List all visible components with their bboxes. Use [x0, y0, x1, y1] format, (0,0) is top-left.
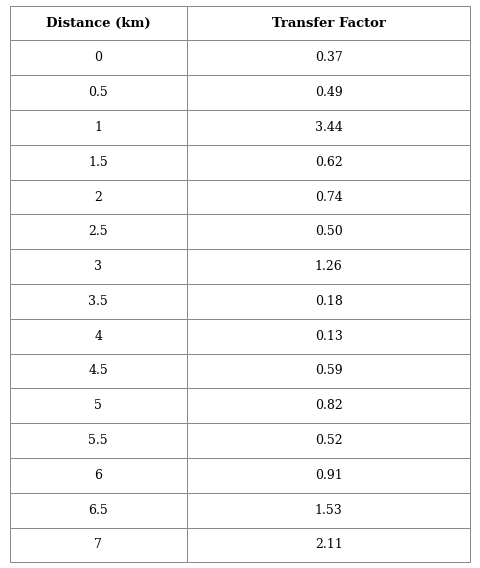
Text: 1.26: 1.26: [315, 260, 343, 273]
Text: 6.5: 6.5: [88, 504, 108, 517]
Text: 5.5: 5.5: [88, 434, 108, 447]
Bar: [187, 528, 470, 562]
Bar: [10, 389, 187, 423]
Text: 0.91: 0.91: [315, 469, 343, 482]
Text: 0.82: 0.82: [315, 399, 343, 412]
Bar: [10, 528, 187, 562]
Bar: [187, 110, 470, 145]
Text: 3.5: 3.5: [88, 295, 108, 308]
Text: 3: 3: [94, 260, 102, 273]
Text: 0.52: 0.52: [315, 434, 343, 447]
Bar: [187, 353, 470, 389]
Text: 0.37: 0.37: [315, 51, 343, 64]
Text: 0: 0: [94, 51, 102, 64]
Text: 3.44: 3.44: [315, 121, 343, 134]
Bar: [10, 40, 187, 76]
Text: 0.74: 0.74: [315, 190, 343, 203]
Text: 2: 2: [95, 190, 102, 203]
Bar: [10, 249, 187, 284]
Bar: [10, 145, 187, 179]
Text: 5: 5: [95, 399, 102, 412]
Bar: [10, 179, 187, 215]
Bar: [187, 76, 470, 110]
Bar: [187, 319, 470, 353]
Text: 0.50: 0.50: [315, 225, 343, 239]
Text: 0.59: 0.59: [315, 365, 343, 378]
Text: 0.49: 0.49: [315, 86, 343, 99]
Text: 0.18: 0.18: [315, 295, 343, 308]
Bar: [187, 145, 470, 179]
Bar: [187, 249, 470, 284]
Text: 0.13: 0.13: [315, 329, 343, 343]
Bar: [10, 423, 187, 458]
Bar: [187, 492, 470, 528]
Text: 2.11: 2.11: [315, 538, 343, 552]
Bar: [10, 76, 187, 110]
Bar: [10, 458, 187, 493]
Text: 0.5: 0.5: [88, 86, 108, 99]
Text: 0.62: 0.62: [315, 156, 343, 169]
Text: 4.5: 4.5: [88, 365, 108, 378]
Text: 7: 7: [95, 538, 102, 552]
Bar: [10, 6, 187, 40]
Text: Distance (km): Distance (km): [46, 16, 151, 30]
Text: Transfer Factor: Transfer Factor: [272, 16, 385, 30]
Text: 4: 4: [94, 329, 102, 343]
Bar: [10, 284, 187, 319]
Bar: [187, 284, 470, 319]
Bar: [187, 40, 470, 76]
Bar: [187, 458, 470, 493]
Bar: [10, 214, 187, 249]
Bar: [10, 319, 187, 353]
Bar: [10, 110, 187, 145]
Text: 1: 1: [94, 121, 102, 134]
Bar: [187, 214, 470, 249]
Bar: [187, 179, 470, 215]
Bar: [187, 6, 470, 40]
Bar: [10, 492, 187, 528]
Bar: [10, 353, 187, 389]
Text: 1.53: 1.53: [315, 504, 343, 517]
Text: 1.5: 1.5: [88, 156, 108, 169]
Text: 2.5: 2.5: [88, 225, 108, 239]
Bar: [187, 389, 470, 423]
Text: 6: 6: [94, 469, 102, 482]
Bar: [187, 423, 470, 458]
